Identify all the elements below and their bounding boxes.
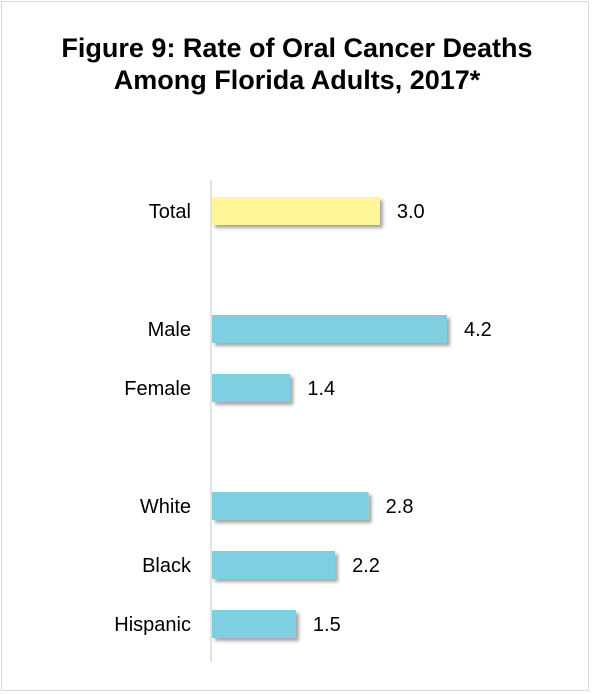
value-label-black: 2.2 xyxy=(352,555,380,577)
bars-group: Total 3.0 Male 4.2 Female 1.4 White 2.8 Black 2.2… xyxy=(114,197,492,638)
value-label-male: 4.2 xyxy=(464,319,492,341)
category-label-total: Total xyxy=(149,201,191,223)
category-label-male: Male xyxy=(148,319,191,341)
category-label-black: Black xyxy=(142,555,192,577)
value-label-female: 1.4 xyxy=(307,378,335,400)
bar-white xyxy=(212,492,369,520)
bar-male xyxy=(212,315,447,343)
value-label-hispanic: 1.5 xyxy=(313,614,341,636)
bar-female xyxy=(212,374,290,402)
category-label-hispanic: Hispanic xyxy=(114,614,191,636)
bar-black xyxy=(212,551,335,579)
value-label-total: 3.0 xyxy=(397,201,425,223)
category-label-female: Female xyxy=(124,378,191,400)
bar-total xyxy=(212,197,380,225)
bar-hispanic xyxy=(212,610,296,638)
value-label-white: 2.8 xyxy=(386,496,414,518)
category-label-white: White xyxy=(140,496,191,518)
